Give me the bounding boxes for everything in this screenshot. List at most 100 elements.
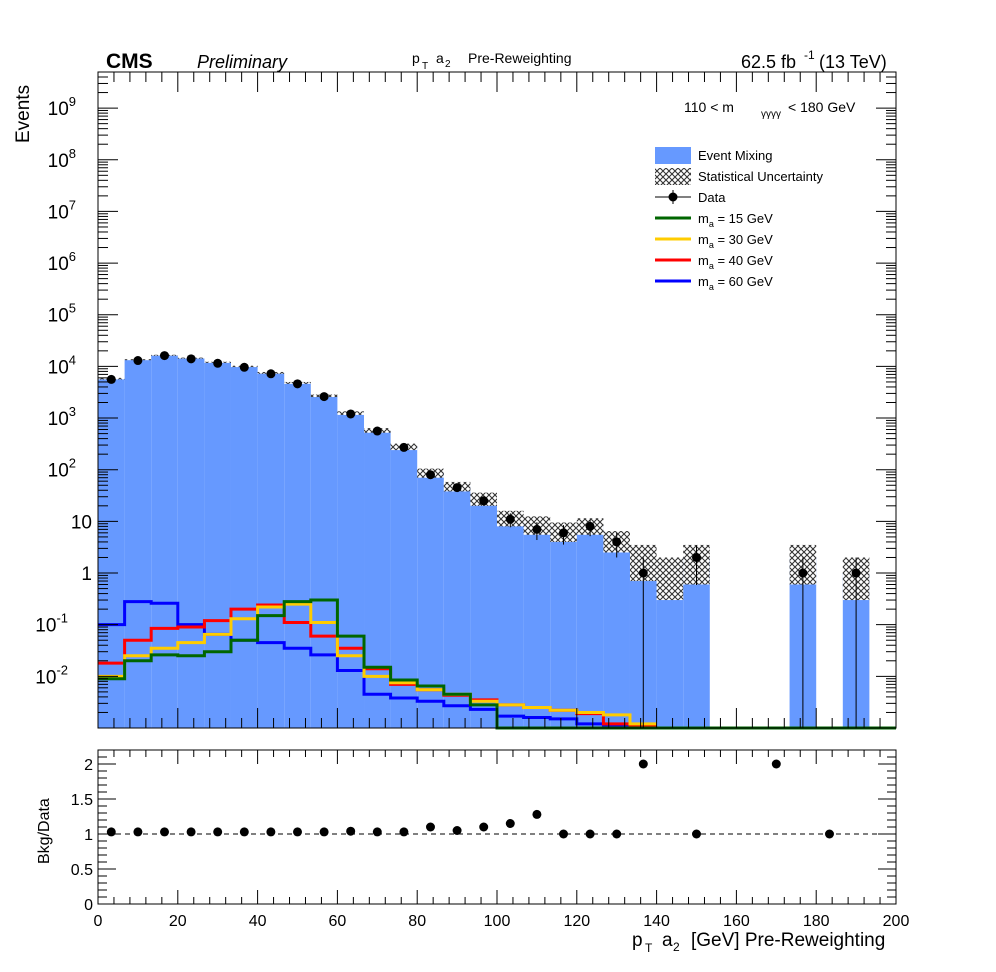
- data-point: [159, 351, 169, 361]
- main-histogram: [98, 351, 896, 730]
- legend: Event Mixing Statistical Uncertainty Data m…: [655, 147, 823, 292]
- data-point: [612, 537, 622, 547]
- ratio-point: [239, 827, 249, 837]
- event-mixing-bar: [230, 366, 258, 728]
- ratio-point: [106, 827, 116, 837]
- event-mixing-bar: [576, 525, 604, 728]
- lumi-value: 62.5 fb: [741, 52, 796, 72]
- legend-label-ma40: ma = 40 GeV: [698, 253, 773, 271]
- ratio-point: [160, 827, 170, 837]
- ratio-point: [319, 827, 329, 837]
- ratio-point: [266, 827, 276, 837]
- title-p-sub: T: [422, 61, 428, 72]
- event-mixing-bar: [443, 486, 471, 728]
- lumi-exponent: -1: [804, 48, 815, 62]
- signal-ma60-line: [98, 600, 657, 728]
- main-y-tick-label: 1: [81, 564, 92, 585]
- signal-ma30-line: [98, 602, 657, 726]
- data-point: [585, 521, 595, 531]
- main-y-tick-label: 102: [48, 456, 76, 482]
- ratio-plot: [98, 759, 896, 839]
- ratio-point: [532, 809, 542, 819]
- legend-label-stat: Statistical Uncertainty: [698, 169, 823, 184]
- data-point: [239, 362, 249, 372]
- ratio-x-tick-label: 0: [94, 913, 103, 930]
- lumi-label: 62.5 fb -1 (13 TeV): [741, 48, 887, 72]
- main-y-tick-label: 106: [48, 249, 76, 275]
- data-point: [319, 392, 329, 402]
- xtitle-p-sub: T: [645, 941, 653, 955]
- event-mixing-bar: [310, 395, 338, 728]
- xtitle-rest: [GeV] Pre-Reweighting: [691, 930, 885, 951]
- ratio-point: [824, 829, 834, 839]
- data-point: [426, 470, 436, 480]
- legend-label-ma60: ma = 60 GeV: [698, 274, 773, 292]
- event-mixing-bar: [151, 355, 178, 728]
- experiment-label: CMS: [106, 50, 153, 73]
- event-mixing-bar: [523, 523, 551, 728]
- ratio-x-axis-title: p T a 2 [GeV] Pre-Reweighting: [632, 930, 885, 955]
- data-point: [399, 442, 409, 452]
- title-a: a: [436, 50, 444, 66]
- event-mixing-bar: [177, 358, 205, 728]
- data-point: [851, 568, 861, 578]
- ratio-x-tick-label: 80: [408, 913, 426, 930]
- ratio-point: [479, 822, 489, 832]
- ratio-point: [399, 827, 409, 837]
- data-point: [479, 496, 489, 506]
- data-point: [452, 483, 462, 493]
- ratio-point: [372, 827, 382, 837]
- main-y-axis-title: Events: [13, 85, 34, 143]
- ratio-x-tick-label: 160: [723, 913, 750, 930]
- ratio-point: [133, 827, 143, 837]
- main-y-tick-label: 104: [48, 352, 76, 378]
- ratio-x-tick-label: 180: [803, 913, 830, 930]
- ratio-axis-ticks: 0 20 40 60 80 100 120 140 160 180 200 0 0.5 1 1.5 2: [71, 749, 910, 930]
- ratio-point: [186, 827, 196, 837]
- event-mixing-bar: [497, 517, 524, 728]
- data-point: [532, 524, 542, 534]
- main-y-tick-label: 10-2: [35, 662, 68, 688]
- event-mixing-bar: [204, 362, 231, 728]
- main-y-tick-label: 108: [48, 146, 76, 172]
- main-y-tick-label: 107: [48, 197, 76, 223]
- ratio-x-tick-label: 140: [643, 913, 670, 930]
- main-y-tick-label: 103: [48, 404, 76, 430]
- event-mixing-bar: [603, 539, 630, 728]
- legend-label-ma15: ma = 15 GeV: [698, 211, 773, 229]
- legend-swatch-event-mixing: [655, 147, 691, 164]
- ratio-point: [293, 827, 302, 837]
- ratio-point: [638, 759, 648, 769]
- data-point: [106, 374, 116, 384]
- data-point: [372, 426, 382, 436]
- data-point: [186, 354, 196, 364]
- lumi-energy: (13 TeV): [819, 52, 887, 72]
- title-rest: Pre-Reweighting: [468, 50, 572, 66]
- xtitle-p: p: [632, 930, 643, 951]
- selection-post: < 180 GeV: [788, 99, 856, 115]
- legend-label-mix: Event Mixing: [698, 148, 772, 163]
- data-point: [798, 568, 808, 578]
- data-point: [505, 514, 515, 524]
- main-axis-ticks: 10-2 10-1 1 10 102 103 104 105 106 107 108 109: [35, 71, 897, 729]
- ratio-x-tick-label: 200: [883, 913, 910, 930]
- legend-label-data: Data: [698, 190, 726, 205]
- data-point: [638, 568, 648, 578]
- event-mixing-bar: [470, 498, 497, 728]
- ratio-point: [505, 819, 515, 828]
- data-point: [133, 356, 143, 366]
- selection-label: 110 < m γγγγ < 180 GeV: [684, 99, 856, 120]
- data-point: [293, 379, 302, 389]
- ratio-point: [612, 829, 622, 839]
- main-y-tick-label: 109: [48, 94, 76, 120]
- event-mixing-bar: [656, 578, 684, 728]
- ratio-y-tick-label: 0: [84, 897, 93, 914]
- data-point: [692, 552, 701, 562]
- event-mixing-bar: [337, 413, 365, 728]
- ratio-point: [346, 826, 356, 836]
- xtitle-a: a: [662, 930, 673, 951]
- data-point: [266, 369, 276, 379]
- xtitle-a-sub: 2: [673, 940, 680, 954]
- stat-uncertainty-band: [656, 557, 684, 601]
